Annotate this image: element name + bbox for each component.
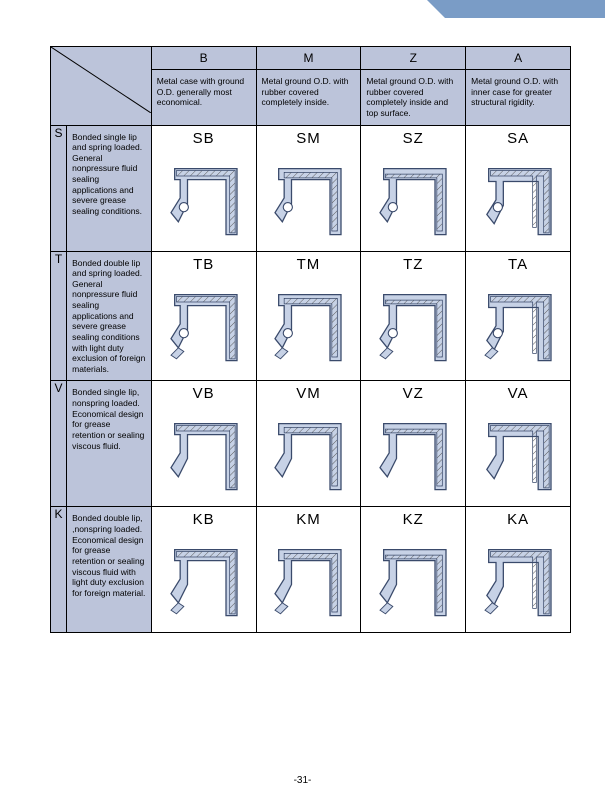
col-desc: Metal ground O.D. with inner case for gr… — [466, 70, 571, 126]
seal-diagram — [160, 406, 248, 500]
seal-diagram — [369, 151, 457, 245]
seal-diagram — [160, 277, 248, 371]
col-desc: Metal case with ground O.D. generally mo… — [151, 70, 256, 126]
seal-cell: KM — [256, 507, 361, 633]
row-letter: T — [51, 251, 67, 381]
corner-diag-cell — [51, 47, 152, 126]
row-desc: Bonded double lip and spring loaded. Gen… — [67, 251, 152, 381]
table-row: VBonded single lip, nonspring loaded. Ec… — [51, 381, 571, 507]
seal-diagram — [474, 532, 562, 626]
seal-diagram — [264, 277, 352, 371]
seal-diagram — [160, 532, 248, 626]
seal-diagram — [474, 277, 562, 371]
seal-diagram — [160, 151, 248, 245]
seal-code: TB — [158, 256, 250, 273]
seal-diagram — [474, 406, 562, 500]
seal-cell: KZ — [361, 507, 466, 633]
seal-code: KZ — [367, 511, 459, 528]
row-desc: Bonded double lip, ,nonspring loaded. Ec… — [67, 507, 152, 633]
seal-cell: SA — [466, 125, 571, 251]
seal-diagram — [369, 532, 457, 626]
row-letter: V — [51, 381, 67, 507]
seal-code: KM — [263, 511, 355, 528]
table-row: KBonded double lip, ,nonspring loaded. E… — [51, 507, 571, 633]
seal-diagram — [369, 277, 457, 371]
row-letter: K — [51, 507, 67, 633]
seal-cell: TM — [256, 251, 361, 381]
col-desc: Metal ground O.D. with rubber covered co… — [256, 70, 361, 126]
seal-cell: KA — [466, 507, 571, 633]
seal-diagram — [264, 532, 352, 626]
seal-code: VZ — [367, 385, 459, 402]
seal-cell: VZ — [361, 381, 466, 507]
row-desc: Bonded single lip, nonspring loaded. Eco… — [67, 381, 152, 507]
seal-cell: KB — [151, 507, 256, 633]
col-desc: Metal ground O.D. with rubber covered co… — [361, 70, 466, 126]
seal-cell: SZ — [361, 125, 466, 251]
seal-cell: TZ — [361, 251, 466, 381]
header-letter-row: B M Z A — [51, 47, 571, 70]
seal-code: KB — [158, 511, 250, 528]
seal-diagram — [264, 151, 352, 245]
seal-cell: SM — [256, 125, 361, 251]
page-number: -31- — [0, 775, 605, 786]
seal-diagram — [264, 406, 352, 500]
col-letter: M — [256, 47, 361, 70]
seal-code: TA — [472, 256, 564, 273]
seal-cell: VB — [151, 381, 256, 507]
seal-code: SA — [472, 130, 564, 147]
seal-code: KA — [472, 511, 564, 528]
col-letter: Z — [361, 47, 466, 70]
col-letter: A — [466, 47, 571, 70]
table-row: TBonded double lip and spring loaded. Ge… — [51, 251, 571, 381]
seal-code: SZ — [367, 130, 459, 147]
col-letter: B — [151, 47, 256, 70]
seal-cell: VM — [256, 381, 361, 507]
seal-code: VM — [263, 385, 355, 402]
corner-tab — [445, 0, 605, 18]
seal-code: TM — [263, 256, 355, 273]
seal-code: VB — [158, 385, 250, 402]
seal-diagram — [369, 406, 457, 500]
row-letter: S — [51, 125, 67, 251]
table-row: SBonded single lip and spring loaded. Ge… — [51, 125, 571, 251]
seal-cell: SB — [151, 125, 256, 251]
seal-code: TZ — [367, 256, 459, 273]
seal-cell: TB — [151, 251, 256, 381]
seal-code: VA — [472, 385, 564, 402]
seal-cell: VA — [466, 381, 571, 507]
seal-type-table: B M Z A Metal case with ground O.D. gene… — [50, 46, 571, 633]
seal-cell: TA — [466, 251, 571, 381]
page-content: B M Z A Metal case with ground O.D. gene… — [0, 0, 605, 633]
seal-code: SM — [263, 130, 355, 147]
row-desc: Bonded single lip and spring loaded. Gen… — [67, 125, 152, 251]
seal-diagram — [474, 151, 562, 245]
seal-code: SB — [158, 130, 250, 147]
